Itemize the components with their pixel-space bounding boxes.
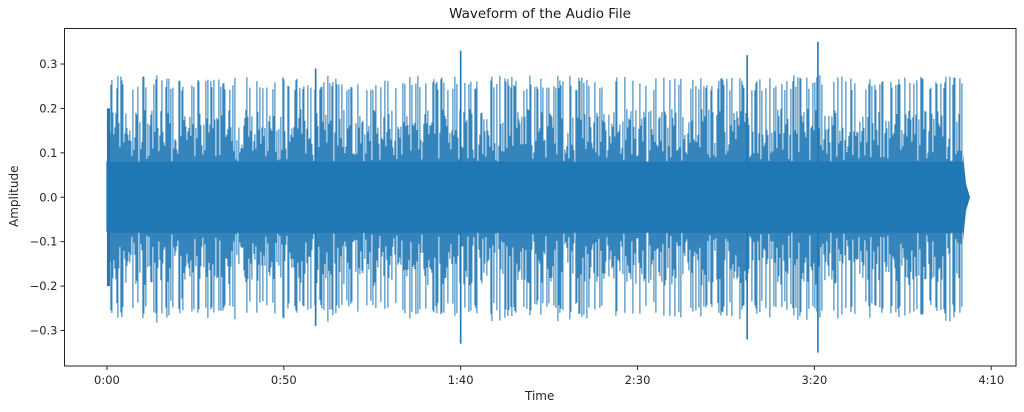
x-axis-label: Time bbox=[525, 389, 555, 403]
waveform-series bbox=[106, 41, 971, 353]
y-tick-label: −0.2 bbox=[30, 279, 58, 293]
y-axis-ticks: 0.3 0.2 0.1 0.0 −0.1 −0.2 −0.3 bbox=[30, 57, 65, 337]
y-tick-label: −0.3 bbox=[30, 323, 58, 337]
y-tick-label: 0.3 bbox=[39, 57, 57, 71]
x-tick-label: 1:40 bbox=[448, 373, 474, 387]
y-tick-label: 0.1 bbox=[39, 146, 57, 160]
x-tick-label: 0:00 bbox=[94, 373, 120, 387]
x-tick-label: 2:30 bbox=[625, 373, 651, 387]
y-tick-label: −0.1 bbox=[30, 235, 58, 249]
y-tick-label: 0.2 bbox=[39, 101, 57, 115]
x-tick-label: 3:20 bbox=[801, 373, 827, 387]
x-axis-ticks: 0:00 0:50 1:40 2:30 3:20 4:10 bbox=[94, 366, 1004, 387]
chart-title: Waveform of the Audio File bbox=[449, 6, 631, 22]
x-tick-label: 4:10 bbox=[978, 373, 1004, 387]
x-tick-label: 0:50 bbox=[271, 373, 297, 387]
y-tick-label: 0.0 bbox=[39, 190, 57, 204]
